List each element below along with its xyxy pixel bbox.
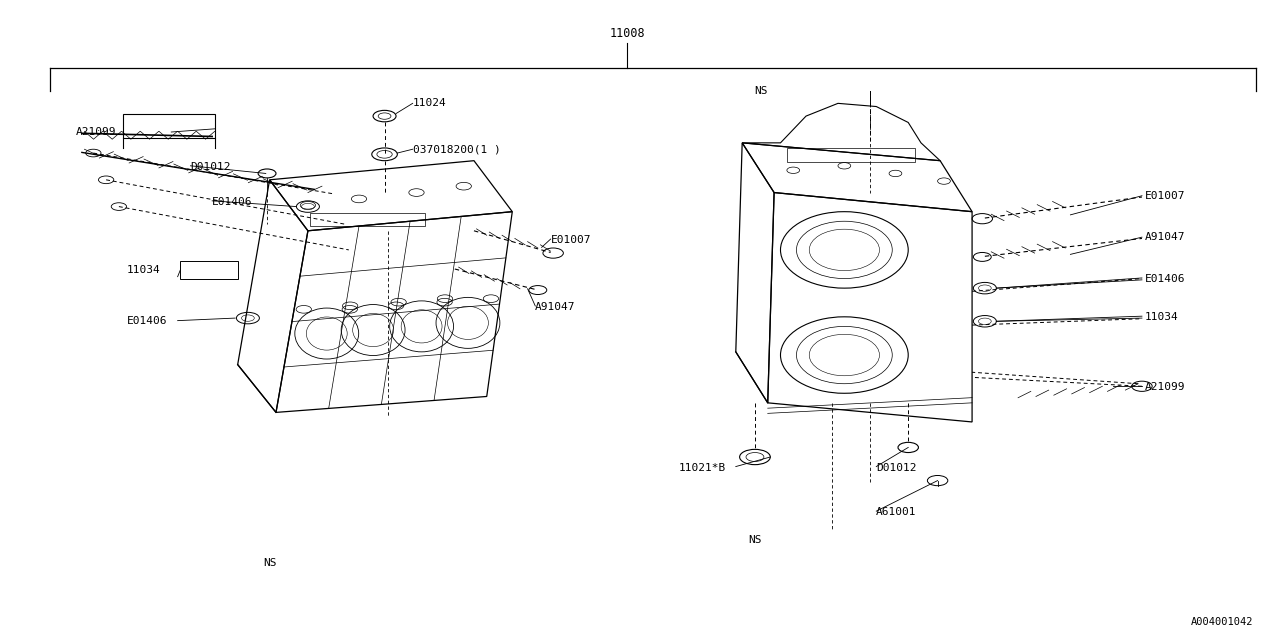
Text: A91047: A91047 [535, 302, 576, 312]
Text: A61001: A61001 [877, 508, 916, 518]
Text: D01012: D01012 [191, 162, 230, 172]
Text: A004001042: A004001042 [1190, 617, 1253, 627]
Text: 11024: 11024 [412, 99, 447, 108]
Text: NS: NS [755, 86, 768, 95]
Text: E01007: E01007 [550, 236, 591, 245]
Text: A21099: A21099 [76, 127, 116, 137]
Text: 037018200(1 ): 037018200(1 ) [412, 144, 500, 154]
Text: 11021*B: 11021*B [678, 463, 726, 473]
Text: E01406: E01406 [212, 197, 252, 207]
Bar [787, 148, 915, 162]
Text: E01007: E01007 [1144, 191, 1185, 201]
Text: D01012: D01012 [877, 463, 916, 473]
Bar [311, 213, 425, 226]
Text: A91047: A91047 [1144, 232, 1185, 242]
Text: 11008: 11008 [609, 27, 645, 40]
Text: NS: NS [749, 535, 762, 545]
Bar [180, 260, 238, 278]
Text: 11034: 11034 [1144, 312, 1179, 322]
Text: E01406: E01406 [1144, 273, 1185, 284]
Text: A21099: A21099 [1144, 382, 1185, 392]
Text: NS: NS [262, 559, 276, 568]
Text: 11034: 11034 [127, 266, 160, 275]
Text: E01406: E01406 [127, 316, 168, 326]
Bar [123, 114, 215, 138]
